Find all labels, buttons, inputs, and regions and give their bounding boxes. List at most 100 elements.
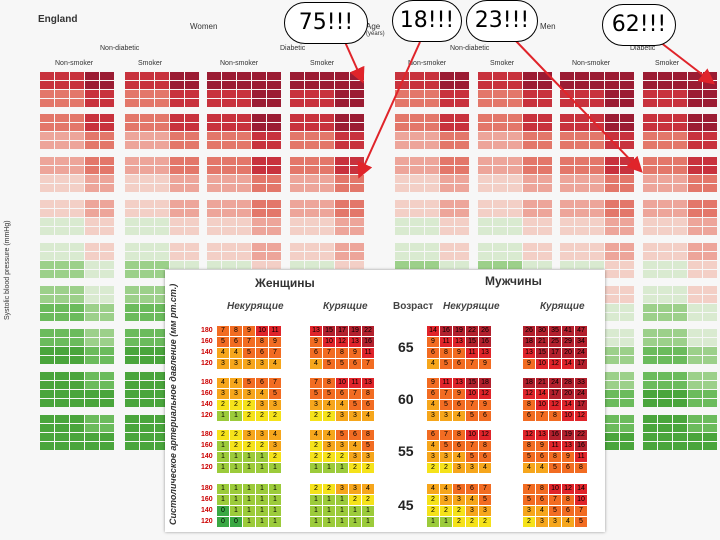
bg-cell bbox=[440, 141, 454, 149]
bg-cell bbox=[658, 356, 672, 364]
bg-cell bbox=[643, 295, 657, 303]
bg-cell bbox=[155, 227, 169, 235]
bg-cell bbox=[252, 175, 266, 183]
bg-cell bbox=[267, 200, 281, 208]
bg-cell bbox=[703, 390, 717, 398]
bg-cell bbox=[523, 114, 537, 122]
women-smoking-cell: 1 bbox=[362, 517, 374, 527]
bg-cell bbox=[538, 227, 552, 235]
bg-cell bbox=[703, 252, 717, 260]
bg-cell bbox=[688, 424, 702, 432]
bg-cell bbox=[237, 227, 251, 235]
bg-cell bbox=[350, 218, 364, 226]
bg-cell bbox=[100, 72, 114, 80]
women-nonsmoking-header: Некурящие bbox=[227, 301, 284, 312]
men-nonsmoking-cell: 8 bbox=[453, 430, 465, 440]
bg-cell bbox=[455, 114, 469, 122]
bg-cell bbox=[125, 261, 139, 269]
bg-cell bbox=[643, 184, 657, 192]
bg-cell bbox=[290, 184, 304, 192]
bg-cell bbox=[455, 123, 469, 131]
bg-cell bbox=[125, 157, 139, 165]
men-nonsmoking-cell: 5 bbox=[479, 495, 491, 505]
bg-title: England bbox=[38, 14, 78, 25]
men-nonsmoking-cell: 2 bbox=[440, 506, 452, 516]
bg-cell bbox=[658, 175, 672, 183]
age-label: 65 bbox=[398, 339, 414, 355]
bg-cell bbox=[493, 243, 507, 251]
women-smoking-cell: 1 bbox=[323, 506, 335, 516]
bg-cell bbox=[100, 175, 114, 183]
bg-cell bbox=[55, 399, 69, 407]
bg-cell bbox=[70, 433, 84, 441]
bg-cell bbox=[703, 313, 717, 321]
men-smoking-cell: 13 bbox=[562, 441, 574, 451]
bg-cell bbox=[207, 184, 221, 192]
bg-cell bbox=[252, 81, 266, 89]
men-smoking-cell: 5 bbox=[549, 506, 561, 516]
bg-cell bbox=[125, 141, 139, 149]
women-nonsmoking-cell: 1 bbox=[230, 463, 242, 473]
bg-cell bbox=[85, 372, 99, 380]
bg-cell bbox=[673, 304, 687, 312]
bg-cell bbox=[560, 184, 574, 192]
bg-cell bbox=[688, 99, 702, 107]
men-nonsmoking-cell: 9 bbox=[453, 348, 465, 358]
bg-cell bbox=[605, 304, 619, 312]
bg-cell bbox=[523, 243, 537, 251]
bg-cell bbox=[55, 270, 69, 278]
women-smoking-cell: 1 bbox=[336, 517, 348, 527]
bg-cell bbox=[703, 424, 717, 432]
bg-cell bbox=[40, 81, 54, 89]
bg-cell bbox=[673, 338, 687, 346]
bg-cell bbox=[155, 99, 169, 107]
men-smoking-cell: 4 bbox=[536, 506, 548, 516]
bg-cell bbox=[410, 99, 424, 107]
bg-cell bbox=[155, 270, 169, 278]
women-smoking-cell: 19 bbox=[349, 326, 361, 336]
bg-cell bbox=[155, 381, 169, 389]
men-smoking-cell: 29 bbox=[562, 337, 574, 347]
bg-cell bbox=[590, 99, 604, 107]
bg-cell bbox=[55, 390, 69, 398]
women-nonsmoking-cell: 1 bbox=[269, 484, 281, 494]
bg-cell bbox=[155, 329, 169, 337]
women-nonsmoking-cell: 4 bbox=[230, 348, 242, 358]
bg-cell bbox=[185, 227, 199, 235]
bg-cell bbox=[508, 72, 522, 80]
bg-cell bbox=[703, 399, 717, 407]
women-nonsmoking-cell: 4 bbox=[230, 378, 242, 388]
bg-cell bbox=[703, 200, 717, 208]
bg-cell bbox=[207, 218, 221, 226]
bg-cell bbox=[440, 114, 454, 122]
bg-cell bbox=[140, 381, 154, 389]
bg-cell bbox=[658, 424, 672, 432]
bg-cell bbox=[538, 209, 552, 217]
bg-cell bbox=[590, 90, 604, 98]
bg-cell bbox=[290, 114, 304, 122]
bg-cell bbox=[643, 243, 657, 251]
bg-cell bbox=[40, 433, 54, 441]
men-nonsmoking-cell: 5 bbox=[453, 484, 465, 494]
bg-cell bbox=[85, 175, 99, 183]
bg-cell bbox=[590, 114, 604, 122]
bg-cell bbox=[155, 166, 169, 174]
bg-cell bbox=[85, 442, 99, 450]
bg-cell bbox=[185, 81, 199, 89]
bg-cell bbox=[252, 132, 266, 140]
bg-nonsmoker-1: Non-smoker bbox=[55, 60, 94, 67]
bg-cell bbox=[523, 218, 537, 226]
women-smoking-cell: 16 bbox=[362, 337, 374, 347]
bg-cell bbox=[590, 157, 604, 165]
bg-cell bbox=[252, 141, 266, 149]
bg-cell bbox=[523, 132, 537, 140]
men-smoking-cell: 6 bbox=[562, 506, 574, 516]
bg-cell bbox=[440, 209, 454, 217]
bg-cell bbox=[140, 209, 154, 217]
bg-cell bbox=[605, 81, 619, 89]
bg-cell bbox=[55, 295, 69, 303]
bg-cell bbox=[85, 270, 99, 278]
age-label: 45 bbox=[398, 497, 414, 513]
bg-cell bbox=[237, 157, 251, 165]
women-nonsmoking-cell: 1 bbox=[217, 484, 229, 494]
